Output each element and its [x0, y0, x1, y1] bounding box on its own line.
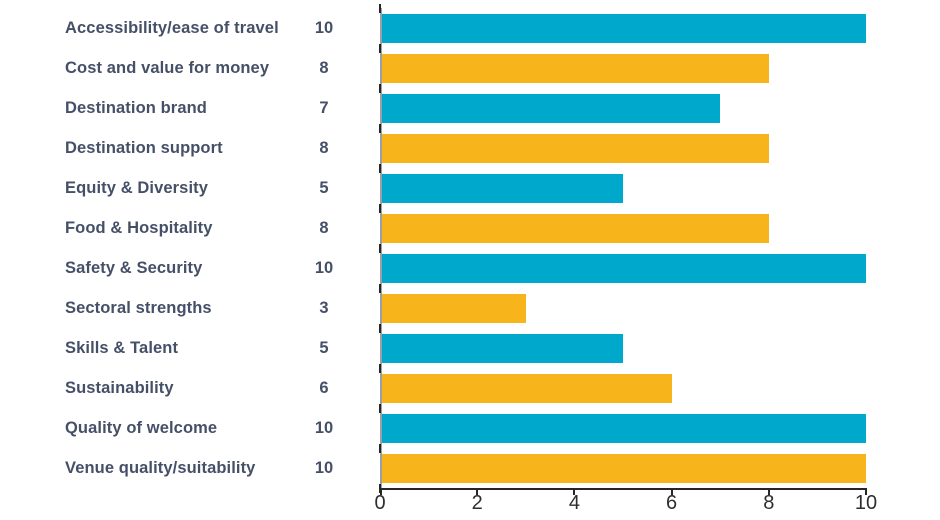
value-axis-tick	[476, 488, 479, 495]
plot-area	[379, 4, 867, 495]
value-axis-tick-label: 2	[471, 492, 483, 514]
value-axis-tick-label: 4	[568, 492, 580, 514]
bar-value-label: 10	[314, 418, 334, 437]
category-axis-tick	[379, 244, 381, 253]
category-label: Accessibility/ease of travel	[65, 18, 279, 37]
bar	[382, 333, 623, 363]
bar	[382, 293, 526, 323]
bar	[382, 53, 769, 83]
category-label: Sustainability	[65, 378, 174, 397]
value-axis-tick	[670, 488, 673, 495]
bar	[382, 453, 866, 483]
value-axis-tick	[865, 488, 867, 495]
bar	[382, 373, 672, 403]
category-label: Food & Hospitality	[65, 218, 213, 237]
category-label: Quality of welcome	[65, 418, 218, 437]
category-label: Skills & Talent	[65, 338, 179, 357]
category-axis-tick	[379, 324, 381, 333]
category-label: Sectoral strengths	[65, 298, 212, 317]
bar-value-label: 6	[319, 378, 329, 397]
category-label: Cost and value for money	[65, 58, 270, 77]
category-axis-tick	[379, 124, 381, 133]
bar-value-label: 5	[319, 338, 329, 357]
category-axis-tick	[379, 364, 381, 373]
bar-value-label: 5	[319, 178, 329, 197]
value-axis-tick-label: 6	[666, 492, 678, 514]
bar	[382, 13, 866, 43]
category-axis-tick	[379, 444, 381, 453]
bar-value-label: 10	[314, 458, 334, 477]
bar-value-label: 7	[319, 98, 329, 117]
value-axis-tick	[767, 488, 770, 495]
bar	[382, 173, 623, 203]
category-label: Venue quality/suitability	[65, 458, 256, 477]
category-label: Destination brand	[65, 98, 207, 117]
category-label: Destination support	[65, 138, 223, 157]
category-axis-tick	[379, 164, 381, 173]
value-axis-line	[380, 488, 866, 490]
bar	[382, 413, 866, 443]
category-axis-tick	[379, 284, 381, 293]
bar	[382, 253, 866, 283]
bar-value-label: 10	[314, 18, 334, 37]
value-axis-tick	[573, 488, 576, 495]
bar-value-label: 3	[319, 298, 329, 317]
category-axis-tick	[379, 4, 381, 13]
category-axis-tick	[379, 404, 381, 413]
category-axis-tick	[379, 84, 381, 93]
category-label: Equity & Diversity	[65, 178, 209, 197]
value-axis-tick-label: 0	[374, 492, 386, 514]
value-axis-tick	[380, 488, 382, 495]
bar	[382, 213, 769, 243]
bar	[382, 93, 721, 123]
category-axis-tick	[379, 44, 381, 53]
bar	[382, 133, 769, 163]
category-axis-tick	[379, 204, 381, 213]
bar-value-label: 8	[319, 218, 329, 237]
bar-value-label: 8	[319, 58, 329, 77]
category-label: Safety & Security	[65, 258, 203, 277]
bar-value-label: 10	[314, 258, 334, 277]
category-axis-line	[380, 8, 382, 488]
value-axis-tick-label: 8	[763, 492, 775, 514]
value-axis-tick-label: 10	[854, 492, 878, 514]
bar-value-label: 8	[319, 138, 329, 157]
